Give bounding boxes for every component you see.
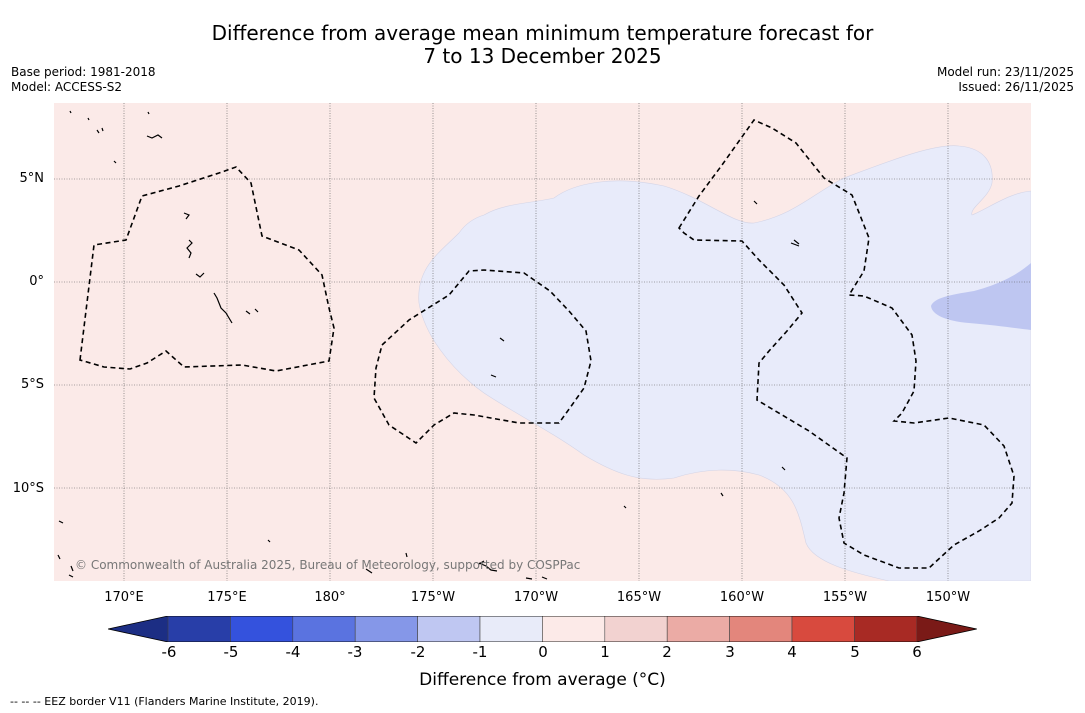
colorbar-tick-label: -3: [347, 643, 363, 661]
colorbar-segment: [604, 616, 668, 642]
lon-label-155w: 155°W: [822, 590, 868, 605]
anomaly-region-minus-2: [931, 263, 1031, 330]
lat-label-5s: 5°S: [20, 377, 44, 392]
forecast-map: [54, 103, 1031, 581]
lon-label-170e: 170°E: [104, 590, 144, 605]
colorbar-tick-label: -5: [223, 643, 239, 661]
colorbar-segment: [479, 616, 543, 642]
base-period: Base period: 1981-2018: [11, 65, 156, 79]
colorbar: [108, 616, 977, 642]
colorbar-tick-label: 5: [850, 643, 860, 661]
colorbar-tick-label: 2: [662, 643, 672, 661]
model-name: Model: ACCESS-S2: [11, 80, 123, 94]
lon-label-175w: 175°W: [410, 590, 456, 605]
issued-date: Issued: 26/11/2025: [958, 80, 1074, 94]
colorbar-segment: [729, 616, 793, 642]
lon-label-180: 180°: [314, 590, 346, 605]
anomaly-region-minus-1: [418, 145, 1031, 581]
colorbar-tick-label: 6: [912, 643, 922, 661]
colorbar-segment: [354, 616, 418, 642]
colorbar-segment: [542, 616, 606, 642]
title-line-1: Difference from average mean minimum tem…: [211, 21, 874, 45]
colorbar-tick-label: 3: [725, 643, 735, 661]
lon-label-165w: 165°W: [616, 590, 662, 605]
eez-legend: -- -- -- EEZ border V11 (Flanders Marine…: [10, 695, 319, 708]
colorbar-segment: [167, 616, 231, 642]
lat-label-10s: 10°S: [12, 481, 44, 496]
title-line-2: 7 to 13 December 2025: [423, 44, 662, 68]
colorbar-outline: [108, 616, 977, 642]
islands: [57, 110, 800, 580]
colorbar-segment: [854, 616, 918, 642]
colorbar-tick-label: -4: [285, 643, 301, 661]
colorbar-title: Difference from average (°C): [419, 670, 666, 690]
lon-label-160w: 160°W: [719, 590, 765, 605]
colorbar-segment: [791, 616, 855, 642]
colorbar-segment: [292, 616, 356, 642]
colorbar-segment: [230, 616, 294, 642]
colorbar-tick-label: 4: [787, 643, 797, 661]
colorbar-segment: [666, 616, 730, 642]
lon-label-170w: 170°W: [513, 590, 559, 605]
lat-label-0: 0°: [29, 274, 44, 289]
colorbar-tick-label: -2: [410, 643, 426, 661]
gridlines: [54, 103, 1031, 581]
lon-label-175e: 175°E: [207, 590, 247, 605]
colorbar-over-arrow: [916, 616, 977, 642]
colorbar-under-arrow: [108, 616, 168, 642]
copyright-notice: © Commonwealth of Australia 2025, Bureau…: [75, 558, 581, 572]
colorbar-tick-label: 1: [600, 643, 610, 661]
lon-label-150w: 150°W: [925, 590, 971, 605]
model-run: Model run: 23/11/2025: [936, 65, 1074, 79]
eez-borders: [79, 119, 1015, 569]
colorbar-tick-label: 0: [538, 643, 548, 661]
lat-label-5n: 5°N: [19, 171, 45, 186]
colorbar-segment: [417, 616, 481, 642]
colorbar-tick-label: -6: [161, 643, 177, 661]
colorbar-tick-label: -1: [472, 643, 488, 661]
